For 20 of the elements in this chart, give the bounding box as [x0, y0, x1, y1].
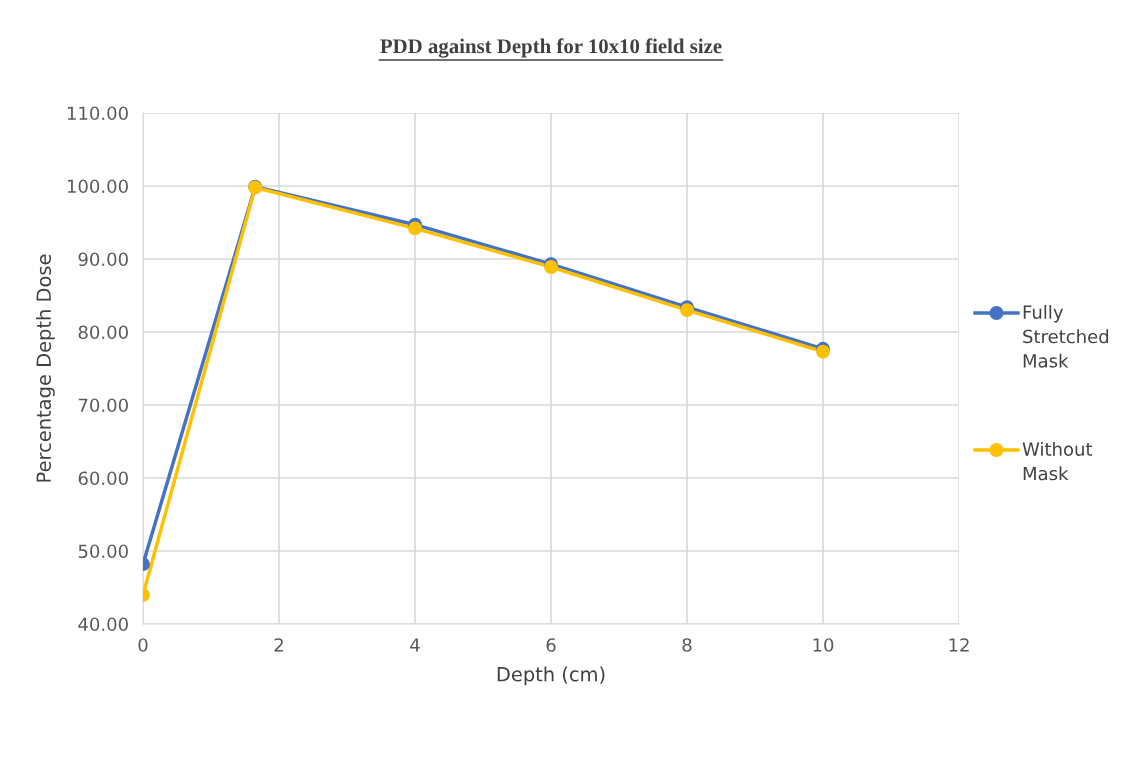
x-tick-label: 0	[138, 638, 148, 652]
legend-label: Without Mask	[1022, 442, 1093, 481]
y-tick-label: 100.00	[67, 179, 128, 194]
y-tick-label: 60.00	[78, 471, 128, 486]
x-axis-title: Depth (cm)	[497, 666, 605, 686]
x-tick-label: 12	[949, 638, 969, 652]
x-tick-label: 4	[410, 638, 420, 652]
chart-title: PDD against Depth for 10x10 field size	[380, 38, 722, 58]
y-axis-title: Percentage Depth Dose	[36, 254, 55, 482]
legend-label: Fully Stretched Mask	[1023, 305, 1109, 368]
x-tick-label: 6	[546, 638, 556, 652]
x-tick-label: 2	[274, 638, 283, 652]
y-tick-label: 50.00	[78, 544, 128, 559]
y-tick-label: 70.00	[78, 398, 128, 413]
y-tick-label: 80.00	[78, 325, 128, 340]
y-tick-label: 110.00	[67, 106, 128, 121]
x-tick-label: 10	[813, 638, 834, 652]
y-tick-label: 90.00	[78, 252, 128, 267]
x-tick-label: 8	[682, 638, 692, 652]
y-tick-label: 40.00	[78, 617, 128, 632]
